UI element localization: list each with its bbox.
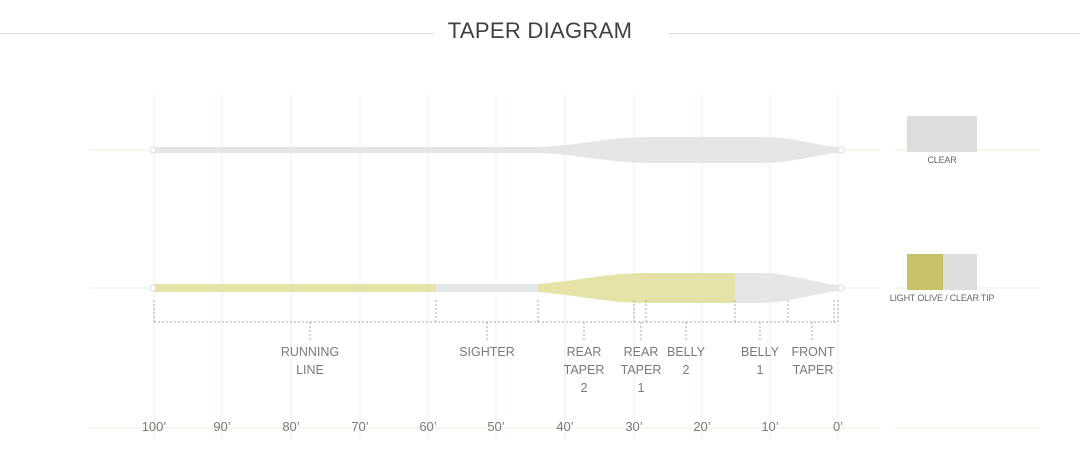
header-rule-right xyxy=(668,33,1080,34)
scale-label: 30’ xyxy=(625,419,643,434)
segment-label-line: 2 xyxy=(580,381,588,395)
segment-label-line: BELLY xyxy=(741,345,779,359)
scale-label: 70’ xyxy=(351,419,369,434)
segment-label-line: TAPER xyxy=(792,363,834,377)
segment-label-rear-taper-2: REAR TAPER 2 xyxy=(549,343,619,397)
segment-label-running-line: RUNNING LINE xyxy=(275,343,345,379)
segment-label-line: SIGHTER xyxy=(459,345,515,359)
scale-label: 90’ xyxy=(213,419,231,434)
scale-label: 10’ xyxy=(761,419,779,434)
segment-label-line: LINE xyxy=(296,363,324,377)
swatch-clear xyxy=(907,116,977,152)
line-olive-taper xyxy=(538,273,735,303)
segment-label-line: REAR xyxy=(566,345,602,359)
segment-label-sighter: SIGHTER xyxy=(452,343,522,361)
scale-label: 20’ xyxy=(693,419,711,434)
scale-label: 80’ xyxy=(282,419,300,434)
segment-label-line: TAPER xyxy=(620,363,662,377)
scale-label: 50’ xyxy=(487,419,505,434)
swatch-olive-clear-tip-label: LIGHT OLIVE / CLEAR TIP xyxy=(889,293,995,303)
segment-label-line: BELLY xyxy=(667,345,705,359)
segment-label-belly-1: BELLY 1 xyxy=(725,343,795,379)
line-clear xyxy=(149,137,845,163)
line-olive-sighter xyxy=(436,284,538,292)
segment-label-line: 1 xyxy=(637,381,645,395)
segment-label-line: 2 xyxy=(682,363,690,377)
scale-label: 100’ xyxy=(141,419,167,434)
line-olive-running xyxy=(154,284,436,292)
page-title-text: TAPER DIAGRAM xyxy=(433,18,647,43)
swatch-clear-part xyxy=(943,254,977,290)
line-clear-body xyxy=(154,137,838,163)
line-clear-end-rear xyxy=(149,146,157,154)
scale-label: 0’ xyxy=(832,419,844,434)
segment-label-rear-taper-1: REAR TAPER 1 xyxy=(606,343,676,397)
line-olive xyxy=(149,273,845,303)
segment-label-line: 1 xyxy=(756,363,764,377)
segment-label-line: FRONT xyxy=(791,345,835,359)
page-title: TAPER DIAGRAM xyxy=(0,18,1080,44)
segment-label-line: REAR xyxy=(623,345,659,359)
swatch-olive-part xyxy=(907,254,943,290)
swatch-clear-label: CLEAR xyxy=(927,155,957,165)
segment-label-line: TAPER xyxy=(563,363,605,377)
scale-label: 40’ xyxy=(556,419,574,434)
line-olive-end-rear xyxy=(149,284,157,292)
line-clear-end-tip xyxy=(837,146,845,154)
header-rule-left xyxy=(0,33,460,34)
scale-label: 60’ xyxy=(419,419,437,434)
swatch-olive-clear-tip xyxy=(907,254,977,290)
line-olive-end-tip xyxy=(837,284,845,292)
segment-brackets xyxy=(153,300,839,340)
segment-label-line: RUNNING xyxy=(280,345,340,359)
segment-label-front-taper: FRONT TAPER xyxy=(778,343,848,379)
segment-label-belly-2: BELLY 2 xyxy=(651,343,721,379)
line-olive-clear-tip xyxy=(735,273,838,303)
